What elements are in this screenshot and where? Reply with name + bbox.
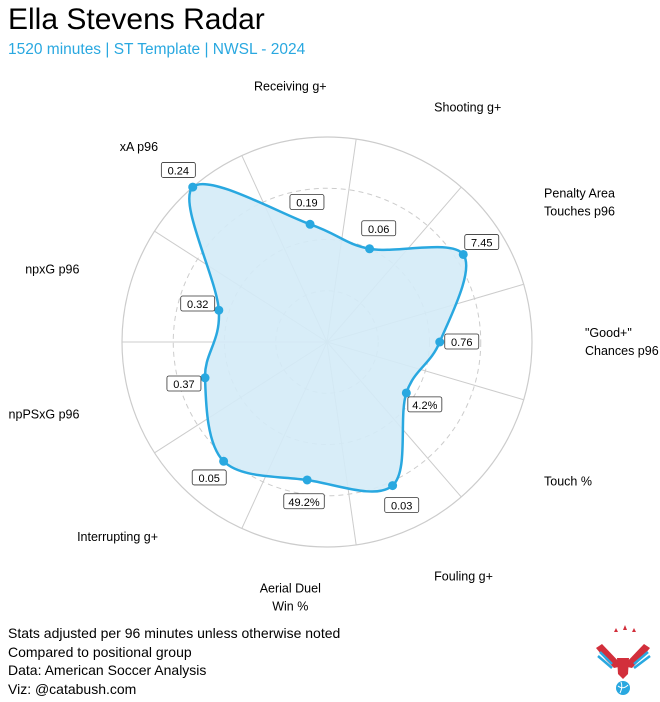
data-point — [219, 456, 229, 466]
axis-label-line: Interrupting g+ — [77, 530, 158, 544]
eagle-logo-icon — [596, 625, 651, 695]
value-label-text: 0.19 — [296, 198, 317, 210]
value-label-box — [361, 220, 397, 237]
value-label-box — [444, 333, 480, 350]
value-label-text: 0.37 — [173, 379, 194, 391]
grid-ring — [172, 187, 482, 497]
value-label-text: 4.2% — [412, 400, 437, 412]
data-point — [302, 475, 312, 485]
value-label-text: 0.06 — [368, 224, 389, 236]
axis-label-line: Shooting g+ — [434, 100, 501, 114]
value-label: 0.32 — [180, 295, 216, 312]
axis-label: Shooting g+ — [434, 100, 501, 114]
footnote: Data: American Soccer Analysis — [8, 662, 207, 678]
value-label-box — [160, 162, 196, 178]
axis-label: Aerial Duel Win % — [260, 581, 321, 613]
chart-subtitle: 1520 minutes | ST Template | NWSL - 2024 — [8, 41, 306, 58]
value-label-text: 7.45 — [471, 238, 492, 250]
value-label-text: 0.05 — [199, 473, 220, 485]
data-point — [214, 305, 224, 315]
value-label: 7.45 — [464, 234, 500, 250]
value-label: 0.03 — [384, 497, 420, 513]
axis-label-line: Touches p96 — [544, 205, 615, 219]
value-label-box — [166, 375, 202, 392]
series-area — [188, 182, 468, 493]
axis-label: Touch % — [544, 474, 592, 488]
axis-label-line: xA p96 — [120, 140, 158, 154]
axis-label-line: "Good+" — [585, 326, 632, 340]
footnote: Viz: @catabush.com — [8, 680, 137, 697]
axis-label-line: npPSxG p96 — [9, 408, 80, 422]
axis-label: xA p96 — [120, 140, 158, 154]
value-label: 0.37 — [166, 375, 202, 392]
axis-label-line: Win % — [272, 599, 308, 613]
value-label-box — [191, 469, 227, 486]
data-point — [401, 388, 411, 398]
axis-label-line: Touch % — [544, 474, 592, 488]
axis-label-line: npxG p96 — [25, 262, 79, 276]
footnotes: Stats adjusted per 96 minutes unless oth… — [8, 624, 340, 698]
axis-label: npPSxG p96 — [9, 408, 80, 422]
data-point — [200, 373, 210, 383]
value-label-box — [289, 194, 325, 210]
data-point — [365, 244, 375, 254]
data-point — [388, 481, 398, 491]
axis-label: "Good+" Chances p96 — [585, 326, 659, 358]
value-label-text: 0.24 — [168, 165, 189, 177]
footnote: Compared to positional group — [8, 643, 192, 660]
value-label-box — [407, 396, 443, 413]
value-label-box — [180, 295, 216, 312]
value-label: 49.2% — [283, 493, 325, 510]
value-label-box — [464, 234, 500, 250]
data-point — [305, 219, 315, 229]
value-label-text: 49.2% — [288, 497, 319, 509]
value-label: 0.19 — [289, 194, 325, 210]
axis-label-line: Penalty Area — [544, 187, 615, 201]
axis-label-line: Receiving g+ — [254, 80, 327, 94]
value-label: 0.06 — [361, 220, 397, 237]
axis-label: npxG p96 — [25, 262, 79, 276]
value-label-text: 0.76 — [451, 337, 472, 349]
value-label-text: 0.32 — [187, 299, 208, 311]
value-label-box — [384, 497, 420, 513]
axis-label: Penalty Area Touches p96 — [544, 187, 615, 219]
data-point — [435, 337, 445, 347]
value-label: 0.24 — [160, 162, 196, 178]
footnote: Stats adjusted per 96 minutes unless oth… — [8, 625, 341, 641]
value-label-text: 0.03 — [391, 501, 412, 513]
value-label: 0.76 — [444, 333, 480, 350]
axis-label-line: Aerial Duel — [260, 581, 321, 595]
axis-label-line: Chances p96 — [585, 344, 659, 358]
axis-label: Receiving g+ — [254, 80, 327, 94]
data-point — [188, 182, 198, 192]
axis-label-line: Fouling g+ — [434, 570, 493, 584]
chart-title: Ella Stevens Radar — [8, 3, 265, 36]
axis-label: Fouling g+ — [434, 570, 493, 584]
axis-label: Interrupting g+ — [77, 530, 158, 544]
value-label: 4.2% — [407, 396, 443, 413]
data-point — [458, 249, 468, 259]
value-label: 0.05 — [191, 469, 227, 486]
value-label-box — [283, 493, 325, 510]
